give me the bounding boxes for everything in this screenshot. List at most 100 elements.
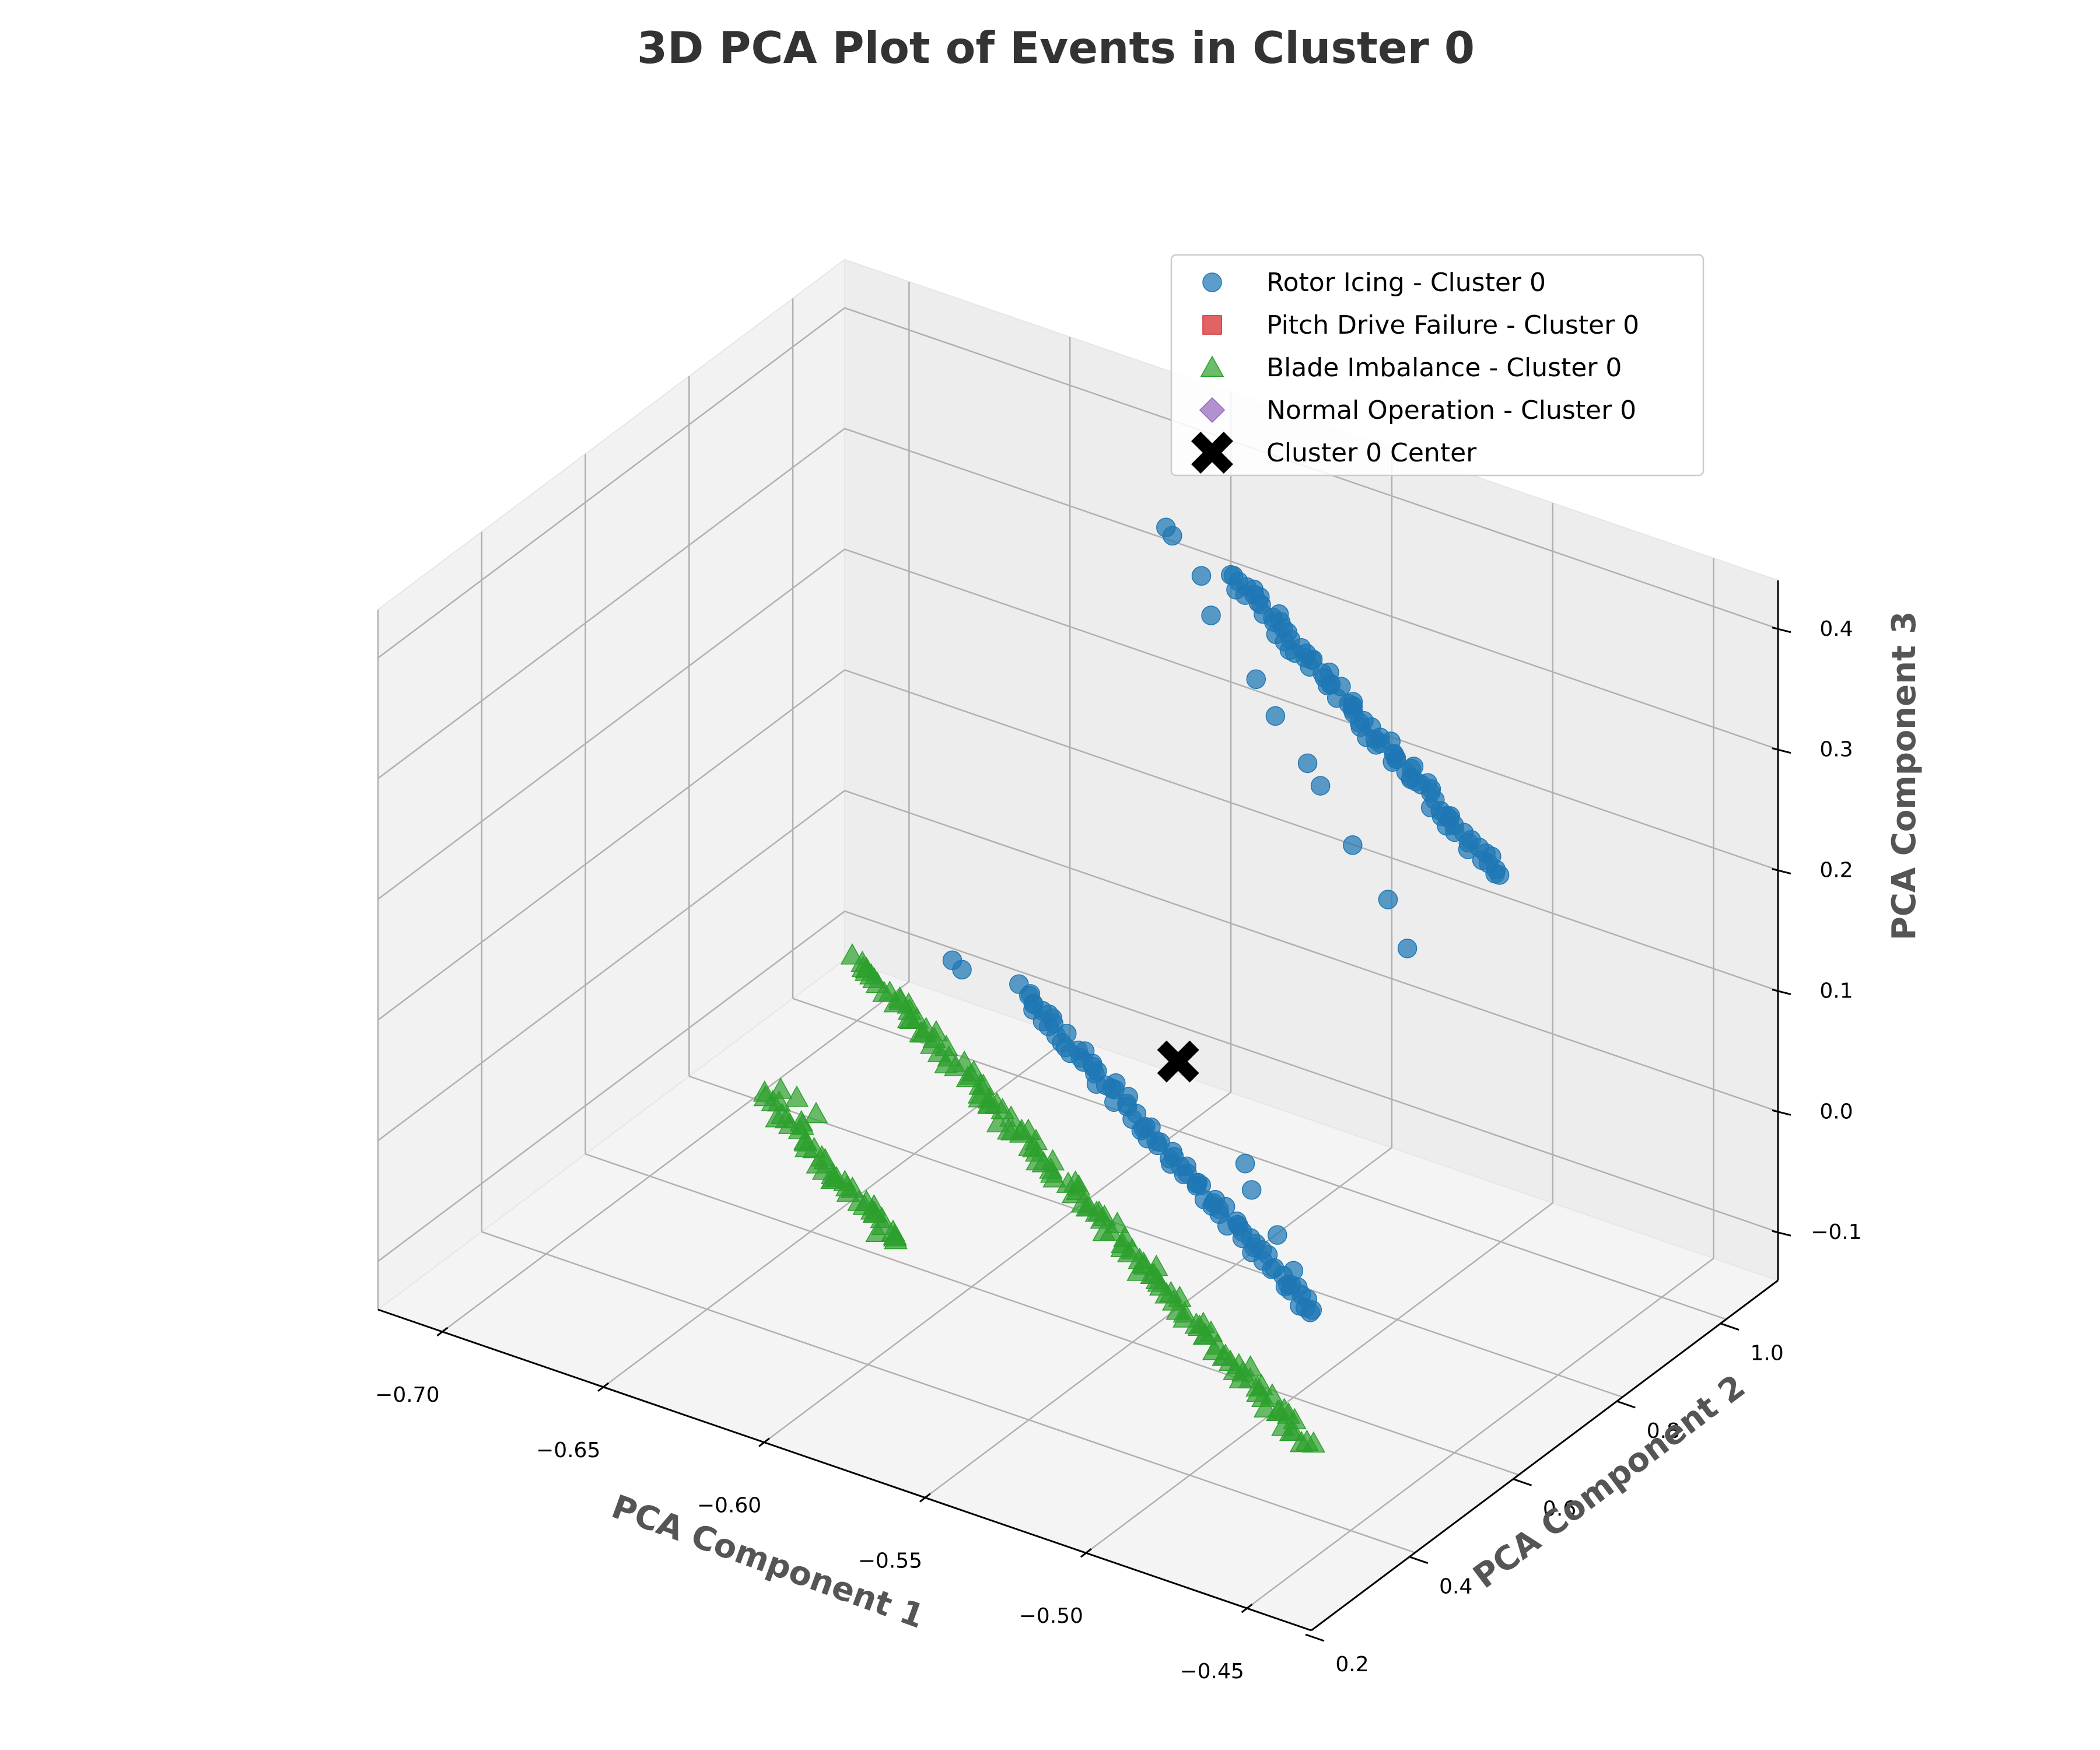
z-gridline-left-3 (377, 548, 845, 900)
x-gridline-floor-5 (1246, 1258, 1714, 1609)
y-tick-2 (1513, 1478, 1532, 1486)
x-axis-line (377, 1308, 1312, 1632)
cluster-center-marker (1157, 1040, 1199, 1083)
y-tick-3 (1616, 1400, 1636, 1409)
z-gridline-left-4 (377, 428, 845, 779)
series-0-outlier-3 (1201, 606, 1221, 625)
legend-marker-0 (1202, 272, 1222, 292)
y-tick-label-3: 0.8 (1647, 1419, 1680, 1443)
z-gridline-back-4 (844, 428, 1779, 750)
series-1-point-0-48 (1009, 1121, 1033, 1143)
series-1-point-0-82 (1126, 1259, 1150, 1281)
z-tick-label-0: −0.1 (1811, 1220, 1861, 1244)
series-0-outlier-14 (1241, 1180, 1262, 1200)
y-tick-label-0: 0.2 (1335, 1653, 1368, 1676)
legend-marker-4 (1191, 432, 1233, 474)
x-tick-label-4: −0.50 (1019, 1604, 1083, 1628)
series-0-point-1-89 (1300, 1303, 1320, 1322)
series-1-point-1-7 (775, 1107, 799, 1129)
series-1-point-0-73 (1099, 1219, 1124, 1241)
series-0-point-0-57 (1386, 748, 1406, 768)
tick-labels: −0.70 −0.65 −0.60 −0.55 −0.50 −0.45 0.2 0.4 0.6 0… (375, 617, 1862, 1684)
x-gridline-floor-4 (1086, 1202, 1553, 1554)
series-0-outlier-5 (1265, 706, 1286, 726)
series-0-outlier-6 (1297, 753, 1318, 774)
series-1-point-1-39 (884, 1227, 908, 1250)
z-tick-label-4: 0.3 (1819, 738, 1853, 762)
series-0-outlier-1 (1163, 526, 1182, 546)
x-gridline-floor-0 (442, 981, 910, 1332)
series-0-outlier-10 (1397, 939, 1418, 958)
z-gridline-left-5 (377, 307, 845, 659)
z-gridline-back-3 (844, 548, 1779, 871)
series-1-outlier-3 (862, 1194, 886, 1216)
x-tick-5 (1241, 1603, 1253, 1614)
z-gridline-left-0 (377, 911, 845, 1262)
y-axis-line (1311, 1279, 1779, 1632)
series-1-point-0-116 (1246, 1380, 1270, 1402)
legend-marker-1 (1202, 315, 1222, 335)
y-tick-4 (1720, 1322, 1740, 1331)
z-tick-2 (1772, 988, 1791, 995)
series-1-outlier-1 (785, 1085, 809, 1107)
cluster-center-marker-stroke-b (1157, 1040, 1199, 1083)
z-gridline-left-2 (377, 669, 845, 1021)
z-gridline-left-1 (377, 790, 845, 1142)
series-1-point-0-101 (1193, 1322, 1217, 1345)
legend: Rotor Icing - Cluster 0 Pitch Drive Failu… (1170, 254, 1704, 477)
series-1-outlier-2 (804, 1101, 828, 1124)
axes-panes (376, 258, 1780, 1632)
series-0-outlier-8 (1343, 835, 1363, 855)
series-1 (752, 943, 1326, 1453)
series-0-outlier-2 (1191, 566, 1212, 586)
data-points (752, 517, 1510, 1453)
y-tick-0 (1305, 1633, 1325, 1642)
series-1-point-0-63 (1061, 1182, 1086, 1203)
series-0-outlier-12 (952, 960, 972, 980)
series-0-point-0-52 (1370, 733, 1391, 754)
legend-marker-3 (1199, 397, 1226, 424)
z-tick-0 (1772, 1230, 1791, 1237)
series-0-point-1-78 (1264, 1258, 1284, 1278)
x-tick-3 (919, 1493, 931, 1503)
legend-label-3: Normal Operation - Cluster 0 (1266, 396, 1636, 425)
x-tick-label-3: −0.55 (858, 1549, 922, 1573)
series-0-outlier-15 (1268, 1225, 1287, 1245)
series-1-outlier-0 (769, 1077, 793, 1099)
x-tick-4 (1080, 1548, 1092, 1558)
x-tick-1 (597, 1382, 610, 1392)
z-tick-label-2: 0.1 (1819, 979, 1853, 1003)
series-1-point-1-26 (836, 1180, 860, 1202)
series-1-point-1-35 (865, 1220, 890, 1242)
z-tick-label-5: 0.4 (1819, 617, 1853, 641)
y-gridline-floor-3 (688, 1075, 1623, 1398)
y-tick-1 (1409, 1556, 1429, 1564)
y-tick-label-4: 1.0 (1750, 1342, 1783, 1366)
x-tick-label-2: −0.60 (697, 1494, 761, 1518)
legend-label-4: Cluster 0 Center (1266, 438, 1477, 468)
legend-marker-2 (1200, 355, 1224, 377)
x-tick-2 (758, 1437, 770, 1447)
y-gridline-floor-2 (585, 1153, 1519, 1476)
x-tick-label-0: −0.70 (375, 1383, 439, 1407)
z-tick-label-1: 0.0 (1819, 1100, 1853, 1124)
series-1-point-0-129 (1301, 1431, 1326, 1453)
y-tick-label-2: 0.6 (1543, 1497, 1576, 1521)
series-1-point-0-32 (956, 1065, 980, 1087)
y-gridline-floor-1 (481, 1231, 1416, 1553)
chart-title: 3D PCA Plot of Events in Cluster 0 (637, 22, 1475, 74)
series-0-outlier-7 (1310, 776, 1331, 796)
legend-label-0: Rotor Icing - Cluster 0 (1266, 268, 1546, 298)
legend-box (1170, 254, 1704, 477)
series-0-outlier-16 (1283, 1261, 1304, 1281)
legend-label-2: Blade Imbalance - Cluster 0 (1266, 353, 1622, 383)
legend-label-1: Pitch Drive Failure - Cluster 0 (1266, 310, 1639, 340)
series-1-point-0-58 (1042, 1166, 1066, 1188)
x-tick-label-5: −0.45 (1180, 1660, 1244, 1684)
series-0-point-0-89 (1489, 865, 1510, 885)
z-tick-4 (1772, 747, 1791, 754)
legend-marker-4-stroke-b (1191, 432, 1233, 474)
z-tick-5 (1772, 626, 1791, 634)
y-tick-label-1: 0.4 (1439, 1575, 1472, 1599)
